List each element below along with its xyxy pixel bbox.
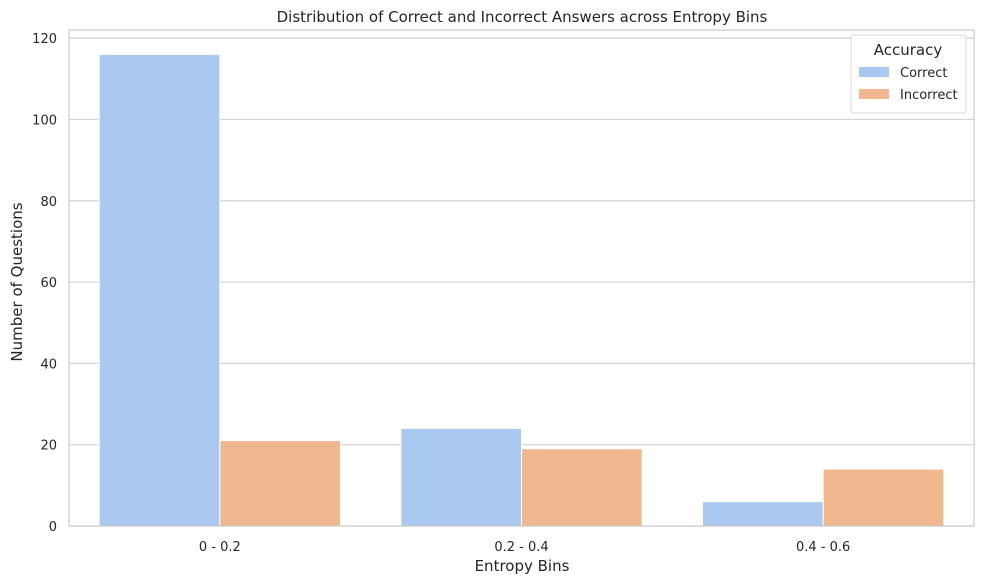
- y-tick-label: 0: [49, 520, 57, 535]
- y-tick-label: 100: [32, 113, 57, 128]
- bars: [98, 53, 945, 527]
- legend-title: Accuracy: [874, 41, 943, 59]
- x-tick-label: 0.4 - 0.6: [796, 540, 850, 555]
- x-tick-labels: 0 - 0.2 0.2 - 0.4 0.4 - 0.6: [199, 540, 850, 555]
- legend-swatch-incorrect: [859, 89, 889, 99]
- bar-correct-2: [400, 427, 523, 527]
- x-tick-label: 0 - 0.2: [199, 540, 241, 555]
- y-tick-label: 60: [40, 276, 57, 291]
- y-tick-label: 80: [40, 195, 57, 210]
- legend: Accuracy Correct Incorrect: [850, 34, 967, 114]
- plot-frame: [68, 29, 975, 527]
- bar-incorrect-1: [219, 440, 341, 527]
- bar-incorrect-2: [521, 448, 643, 527]
- y-tick-labels: 0 20 40 60 80 100 120: [32, 32, 57, 535]
- bar-incorrect-3: [822, 468, 945, 527]
- x-tick-label: 0.2 - 0.4: [494, 540, 548, 555]
- y-tick-label: 120: [32, 32, 57, 47]
- legend-label-incorrect: Incorrect: [900, 88, 958, 103]
- x-axis-label: Entropy Bins: [475, 557, 570, 575]
- y-tick-label: 40: [40, 357, 57, 372]
- chart-title: Distribution of Correct and Incorrect An…: [277, 8, 768, 26]
- legend-swatch-correct: [859, 67, 889, 77]
- bar-correct-3: [702, 501, 824, 527]
- y-tick-label: 20: [40, 439, 57, 454]
- y-axis-label: Number of Questions: [8, 202, 26, 361]
- legend-label-correct: Correct: [900, 66, 947, 81]
- bar-correct-1: [98, 53, 221, 527]
